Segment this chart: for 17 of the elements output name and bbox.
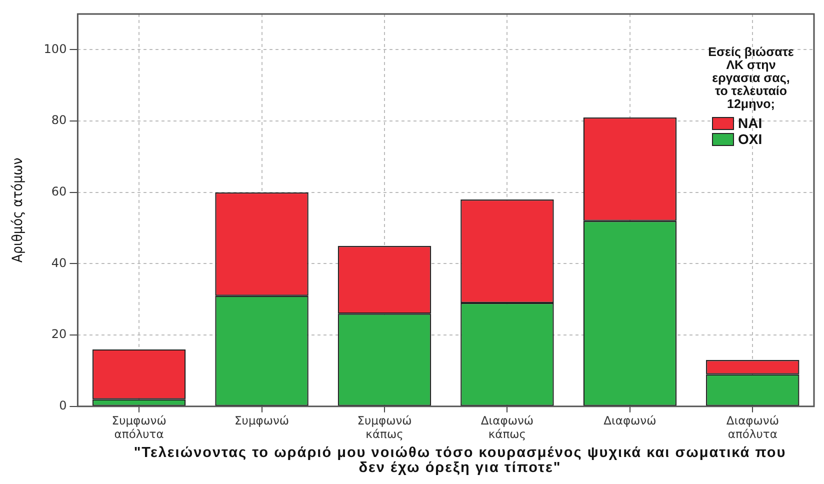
y-tick-label: 0: [59, 398, 67, 413]
y-tick-label: 40: [51, 256, 67, 270]
legend-label: ΟΧΙ: [738, 131, 762, 147]
y-tick-label: 60: [51, 184, 67, 198]
y-axis-title: Αριθμός ατόμων: [10, 158, 26, 263]
x-tick-label: Συμφωνώ: [234, 413, 290, 428]
x-tick-label: Διαφωνώ απόλυτα: [726, 413, 779, 442]
y-tick-label: 100: [44, 42, 67, 56]
x-tick-label: Συμφωνώ κάπως: [357, 413, 412, 442]
x-tick-label: Διαφωνώ: [604, 413, 656, 428]
y-tick-label: 20: [51, 327, 67, 342]
y-tick-label: 80: [51, 113, 67, 128]
x-axis-title: "Τελειώνοντας το ωράριό μου νοιώθω τόσο κουρασμένος ψυχικά και σωματικά που δεν έχω όρεξη για τίποτε": [132, 445, 788, 476]
legend-title: Εσείς βιώσατε ΛΚ στην εργασια σας, το τελευταίο 12μηνο;: [707, 45, 795, 111]
legend-label: ΝΑΙ: [738, 115, 762, 131]
x-tick-label: Συμφωνώ απόλυτα: [112, 413, 166, 442]
x-tick-label: Διαφωνώ κάπως: [480, 413, 534, 442]
